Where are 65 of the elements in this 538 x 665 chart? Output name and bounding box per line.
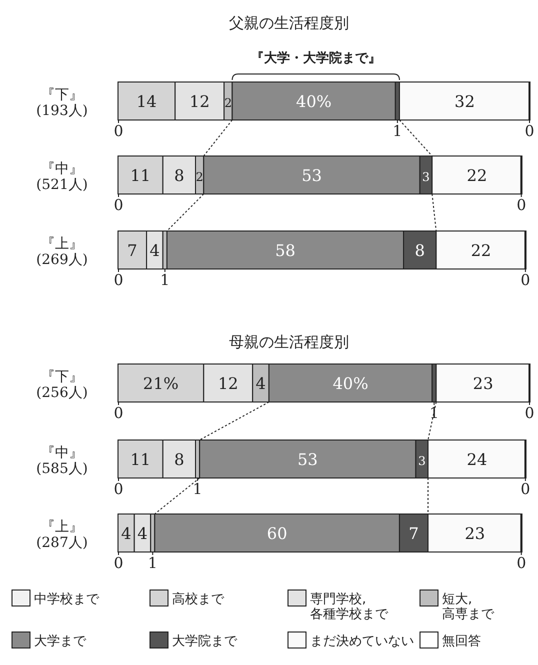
- data-label: 4: [137, 524, 148, 543]
- data-label: 11: [130, 450, 151, 469]
- data-label: 60: [266, 524, 288, 543]
- y-tick-label: 『上』 (287人): [36, 519, 88, 552]
- legend-label: 中学校まで: [34, 592, 100, 607]
- y-tick-label: 『下』 (193人): [36, 87, 88, 120]
- data-label: 2: [224, 96, 232, 110]
- data-label: 1: [160, 271, 170, 289]
- legend-label: 高校まで: [172, 591, 225, 607]
- legend-label: 専門学校, 各種学校まで: [310, 592, 389, 622]
- data-label: 0: [114, 271, 124, 289]
- data-label: 1: [429, 404, 439, 422]
- legend-label: 無回答: [442, 634, 481, 649]
- data-label: 0: [520, 271, 530, 289]
- data-label: 8: [174, 166, 184, 185]
- data-label: 1: [392, 122, 402, 140]
- data-label: 1: [192, 480, 202, 498]
- legend-label: 大学まで: [34, 634, 87, 649]
- data-label: 4: [256, 374, 266, 393]
- data-label: 7: [408, 524, 419, 543]
- data-label: 7: [127, 241, 138, 260]
- data-label: 0: [524, 122, 534, 140]
- data-label: 2: [196, 170, 204, 184]
- data-label: 21%: [143, 374, 179, 393]
- data-label: 0: [516, 196, 526, 214]
- data-label: 4: [150, 241, 160, 260]
- data-label: 40%: [296, 92, 332, 111]
- data-label: 40%: [332, 374, 368, 393]
- data-label: 0: [114, 554, 124, 572]
- data-label: 23: [464, 524, 486, 543]
- data-label: 53: [298, 450, 318, 469]
- data-label: 3: [422, 170, 430, 184]
- data-label: 22: [470, 241, 492, 260]
- data-label: 12: [189, 92, 210, 111]
- data-label: 0: [114, 480, 124, 498]
- text: 『大学・大学院まで』: [250, 50, 381, 66]
- data-label: 0: [524, 404, 534, 422]
- data-label: 8: [174, 450, 184, 469]
- data-label: 0: [114, 404, 124, 422]
- data-label: 22: [466, 166, 488, 185]
- data-label: 58: [275, 241, 296, 260]
- data-label: 11: [130, 166, 151, 185]
- data-label: 24: [466, 450, 488, 469]
- data-label: 14: [136, 92, 157, 111]
- legend-label: 短大, 高専まで: [442, 592, 495, 622]
- legend-label: 大学院まで: [172, 634, 238, 649]
- data-label: 0: [520, 480, 530, 498]
- y-tick-label: 『中』 (585人): [36, 445, 88, 478]
- data-label: 4: [121, 524, 132, 543]
- data-label: 32: [454, 92, 475, 111]
- chart-title: 母親の生活程度別: [229, 333, 349, 351]
- data-label: 23: [472, 374, 494, 393]
- data-label: 0: [114, 196, 124, 214]
- data-label: 0: [516, 554, 526, 572]
- y-tick-label: 『中』 (521人): [36, 161, 88, 194]
- data-label: 3: [418, 454, 426, 468]
- data-label: 12: [218, 374, 238, 393]
- data-label: 53: [302, 166, 322, 185]
- y-tick-label: 『上』 (269人): [36, 236, 88, 268]
- data-label: 8: [414, 241, 425, 260]
- data-label: 0: [114, 122, 124, 140]
- legend-label: まだ決めていない: [310, 634, 414, 649]
- chart-title: 父親の生活程度別: [229, 14, 349, 32]
- data-label: 1: [148, 554, 158, 572]
- y-tick-label: 『下』 (256人): [36, 369, 88, 402]
